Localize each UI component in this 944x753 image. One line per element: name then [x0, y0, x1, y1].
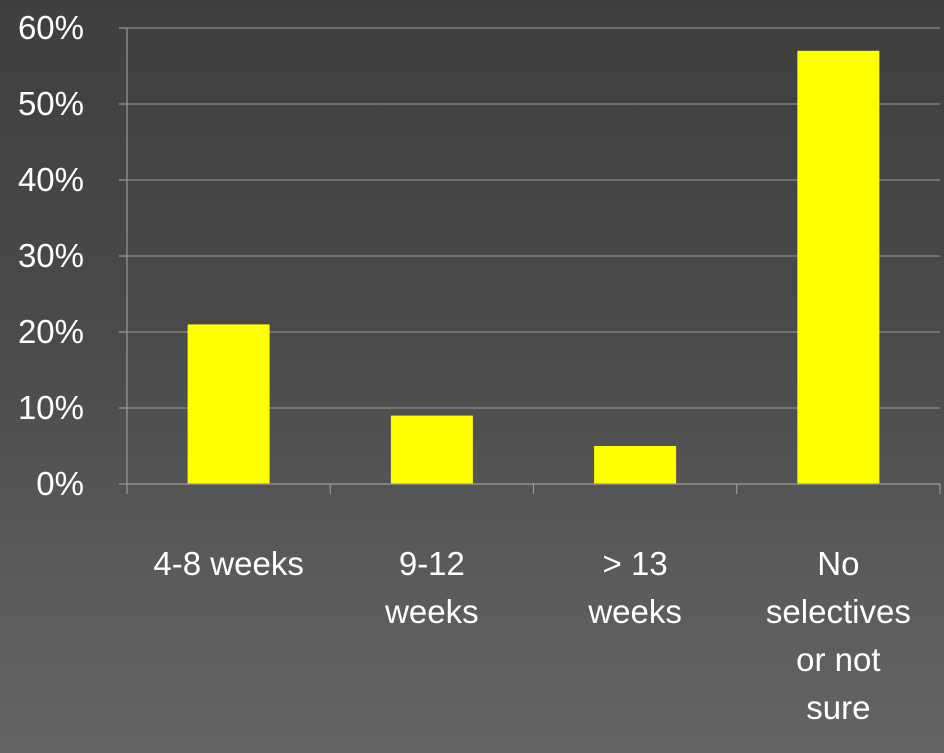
bar-1 — [390, 415, 473, 484]
bar-0 — [187, 324, 270, 484]
x-category-label-1: 9-12 weeks — [384, 545, 479, 630]
axes — [119, 27, 941, 494]
bars — [187, 50, 880, 485]
y-tick-label-0: 0% — [36, 465, 84, 502]
y-tick-label-4: 40% — [18, 161, 84, 198]
x-category-label-0: 4-8 weeks — [153, 545, 303, 582]
bar-3 — [797, 50, 880, 485]
y-tick-label-2: 20% — [18, 313, 84, 350]
y-tick-label-5: 50% — [18, 85, 84, 122]
x-category-label-3: No selectives or not sure — [766, 545, 911, 726]
y-tick-label-1: 10% — [18, 389, 84, 426]
x-category-label-2: > 13 weeks — [587, 545, 682, 630]
y-tick-label-6: 60% — [18, 9, 84, 46]
labels: 0% 10% 20% 30% 40% 50% 60% 4-8 weeks 9-12 weeks > … — [18, 9, 911, 726]
y-tick-label-3: 30% — [18, 237, 84, 274]
bar-2 — [594, 446, 677, 484]
